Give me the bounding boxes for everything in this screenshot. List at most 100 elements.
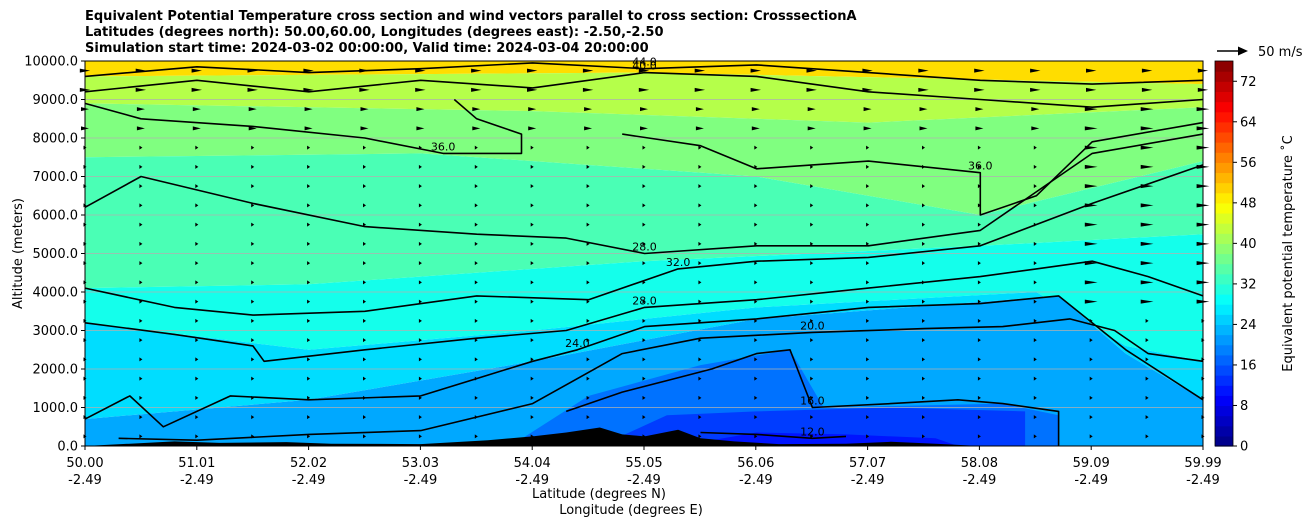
wind-vector — [251, 299, 255, 304]
wind-vector — [307, 164, 311, 169]
wind-vector — [918, 87, 929, 92]
wind-vector — [251, 145, 255, 150]
colorbar-tick-label: 0 — [1240, 440, 1248, 455]
y-tick-label: 3000.0 — [33, 324, 79, 339]
wind-vector — [586, 261, 590, 266]
wind-vector — [1140, 222, 1154, 227]
wind-vector — [530, 338, 534, 343]
colorbar-tick-label: 72 — [1240, 75, 1257, 90]
wind-vector — [642, 261, 646, 266]
wind-vector — [866, 357, 870, 362]
wind-vector — [360, 107, 369, 112]
wind-vector — [866, 434, 870, 439]
wind-vector — [866, 145, 870, 150]
wind-vector — [307, 280, 311, 285]
wind-vector — [866, 164, 870, 169]
wind-vector — [1140, 280, 1154, 285]
wind-vector — [251, 318, 255, 323]
wind-vector — [919, 126, 928, 131]
wind-vector — [139, 280, 143, 285]
colorbar-segment — [1215, 233, 1233, 244]
wind-vector — [418, 434, 422, 439]
wind-vector — [754, 318, 758, 323]
wind-vector — [922, 357, 925, 362]
contour-lines: 12.0 16.0 20.0 24.0 28.0 32.0 28.0 36.0 36.0 40.0… — [84, 56, 1204, 446]
contour-line-16 — [565, 349, 1060, 446]
wind-vector — [363, 280, 366, 285]
wind-vector — [922, 222, 925, 227]
wind-vector — [1084, 241, 1098, 246]
x-tick-label-lon: -2.49 — [180, 473, 214, 488]
wind-vector — [135, 87, 147, 92]
wind-vector — [922, 395, 925, 400]
wind-vector — [863, 126, 872, 131]
wind-vector — [584, 126, 593, 131]
wind-vector — [139, 318, 143, 323]
wind-vector — [1033, 318, 1037, 323]
wind-vector — [586, 145, 590, 150]
wind-vector — [363, 145, 366, 150]
x-tick-label-lon: -2.49 — [1186, 473, 1220, 488]
x-tick-label-lat: 57.07 — [849, 456, 886, 471]
wind-vector — [698, 280, 702, 285]
y-tick-label: 1000.0 — [33, 401, 79, 416]
wind-vector — [363, 376, 366, 381]
wind-vector — [363, 357, 366, 362]
contour-label: 24.0 — [565, 337, 590, 350]
wind-vector — [866, 241, 870, 246]
y-tick-label: 5000.0 — [33, 247, 79, 262]
wind-vector — [754, 357, 758, 362]
wind-vector — [139, 395, 143, 400]
wind-vector — [527, 87, 538, 92]
wind-vector — [922, 145, 925, 150]
wind-vector — [251, 164, 255, 169]
contour-line-36 — [622, 121, 1204, 216]
wind-vector — [474, 261, 478, 266]
wind-vector — [139, 184, 143, 189]
wind-vector — [363, 415, 366, 420]
wind-vector — [866, 280, 870, 285]
contour-label: 28.0 — [632, 241, 657, 254]
x-tick-label-lon: -2.49 — [963, 473, 997, 488]
colorbar-segment — [1215, 415, 1233, 427]
wind-vector — [1033, 145, 1037, 150]
wind-vector — [642, 415, 646, 420]
wind-vector — [1141, 87, 1153, 92]
colorbar-segment — [1215, 253, 1233, 265]
wind-vector — [582, 87, 594, 92]
wind-vector — [472, 126, 481, 131]
y-axis: 0.0 1000.0 2000.0 3000.0 4000.0 5000.0 6000.0 7… — [24, 55, 85, 455]
wind-vector — [866, 261, 870, 266]
colorbar-segment — [1215, 162, 1233, 174]
wind-vector — [1145, 415, 1149, 420]
wind-vector — [251, 357, 255, 362]
wind-vector — [754, 184, 758, 189]
wind-vector — [1145, 318, 1149, 323]
wind-vector — [922, 261, 925, 266]
wind-vector — [363, 184, 366, 189]
wind-vector — [530, 299, 534, 304]
wind-vector — [977, 241, 981, 246]
wind-vector — [530, 395, 534, 400]
wind-vector — [139, 415, 143, 420]
wind-vector — [642, 164, 646, 169]
wind-vector — [807, 107, 816, 112]
wind-vector — [977, 164, 981, 169]
wind-vector — [418, 299, 422, 304]
wind-vector — [307, 299, 311, 304]
wind-vector — [139, 145, 143, 150]
wind-vector — [471, 87, 482, 92]
wind-vector — [192, 126, 201, 131]
wind-vector — [863, 107, 872, 112]
colorbar-segment — [1215, 344, 1233, 356]
colorbar-segment — [1215, 81, 1233, 92]
x-tick-label-lon: -2.49 — [1074, 473, 1108, 488]
colorbar-segment — [1215, 375, 1233, 386]
wind-vector — [1145, 338, 1149, 343]
wind-vector — [754, 395, 758, 400]
contour-label: 40.0 — [632, 60, 657, 73]
wind-vector — [1033, 395, 1037, 400]
wind-vector — [307, 241, 311, 246]
x-tick-label-lon: -2.49 — [515, 473, 549, 488]
contour-line-36 — [84, 98, 523, 155]
